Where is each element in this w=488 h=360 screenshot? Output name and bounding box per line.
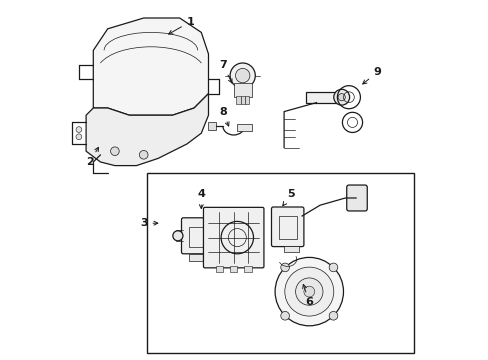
Circle shape	[295, 278, 322, 305]
Bar	[230, 266, 237, 272]
PathPatch shape	[86, 94, 208, 166]
Text: 5: 5	[282, 189, 295, 206]
Bar	[244, 96, 249, 104]
Bar	[244, 266, 251, 272]
Ellipse shape	[172, 231, 183, 241]
Bar	[240, 96, 244, 104]
Text: 2: 2	[86, 147, 98, 167]
Text: 9: 9	[362, 67, 381, 84]
Circle shape	[76, 127, 81, 132]
Bar	[215, 266, 223, 272]
Circle shape	[110, 147, 119, 156]
Circle shape	[280, 311, 289, 320]
Text: 1: 1	[168, 17, 194, 34]
Circle shape	[230, 63, 255, 88]
FancyBboxPatch shape	[181, 218, 213, 254]
Bar	[188, 254, 206, 261]
Bar	[278, 216, 296, 239]
Bar	[147, 173, 413, 353]
Text: 8: 8	[219, 107, 228, 126]
Circle shape	[280, 263, 289, 272]
FancyBboxPatch shape	[346, 185, 366, 211]
Bar	[284, 246, 298, 252]
FancyBboxPatch shape	[203, 207, 264, 268]
Bar	[237, 124, 251, 131]
Bar	[188, 227, 206, 247]
Circle shape	[303, 286, 314, 297]
Circle shape	[333, 89, 349, 105]
Text: 7: 7	[219, 60, 231, 83]
Circle shape	[235, 68, 249, 83]
Circle shape	[337, 94, 345, 101]
Bar	[305, 92, 341, 103]
Text: 3: 3	[140, 218, 158, 228]
Circle shape	[275, 257, 343, 326]
Circle shape	[328, 311, 337, 320]
Text: 6: 6	[302, 284, 313, 307]
Circle shape	[139, 150, 148, 159]
Bar	[208, 122, 216, 130]
FancyBboxPatch shape	[271, 207, 303, 247]
PathPatch shape	[93, 18, 208, 115]
Circle shape	[284, 267, 333, 316]
Circle shape	[328, 263, 337, 272]
Bar	[233, 83, 251, 97]
Circle shape	[76, 134, 81, 140]
Bar	[236, 96, 240, 104]
Text: 4: 4	[197, 189, 205, 208]
